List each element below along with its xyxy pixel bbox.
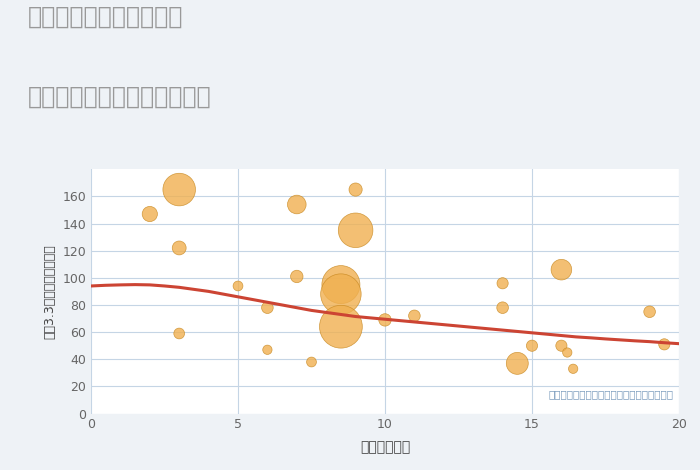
Point — [659, 341, 670, 348]
Point — [497, 304, 508, 312]
Point — [262, 346, 273, 353]
Point — [174, 244, 185, 252]
Point — [306, 358, 317, 366]
Point — [174, 186, 185, 193]
Point — [409, 312, 420, 320]
Point — [568, 365, 579, 373]
Text: 駅距離別中古マンション価格: 駅距離別中古マンション価格 — [28, 85, 211, 109]
Y-axis label: 坪（3.3㎡）単価（万円）: 坪（3.3㎡）単価（万円） — [43, 244, 57, 339]
Point — [262, 304, 273, 312]
Point — [379, 316, 391, 324]
Point — [561, 349, 573, 356]
Point — [526, 342, 538, 350]
Point — [556, 342, 567, 350]
Point — [174, 330, 185, 337]
Point — [512, 360, 523, 367]
Point — [335, 323, 346, 330]
Point — [497, 280, 508, 287]
Point — [291, 201, 302, 208]
Point — [232, 282, 244, 290]
Point — [644, 308, 655, 315]
Point — [350, 186, 361, 193]
Text: 奈良県奈良市二名東町の: 奈良県奈良市二名東町の — [28, 5, 183, 29]
X-axis label: 駅距離（分）: 駅距離（分） — [360, 440, 410, 454]
Point — [291, 273, 302, 280]
Point — [556, 266, 567, 274]
Point — [144, 210, 155, 218]
Point — [350, 227, 361, 234]
Point — [335, 290, 346, 298]
Point — [335, 281, 346, 289]
Text: 円の大きさは、取引のあった物件面積を示す: 円の大きさは、取引のあった物件面積を示す — [548, 389, 673, 399]
